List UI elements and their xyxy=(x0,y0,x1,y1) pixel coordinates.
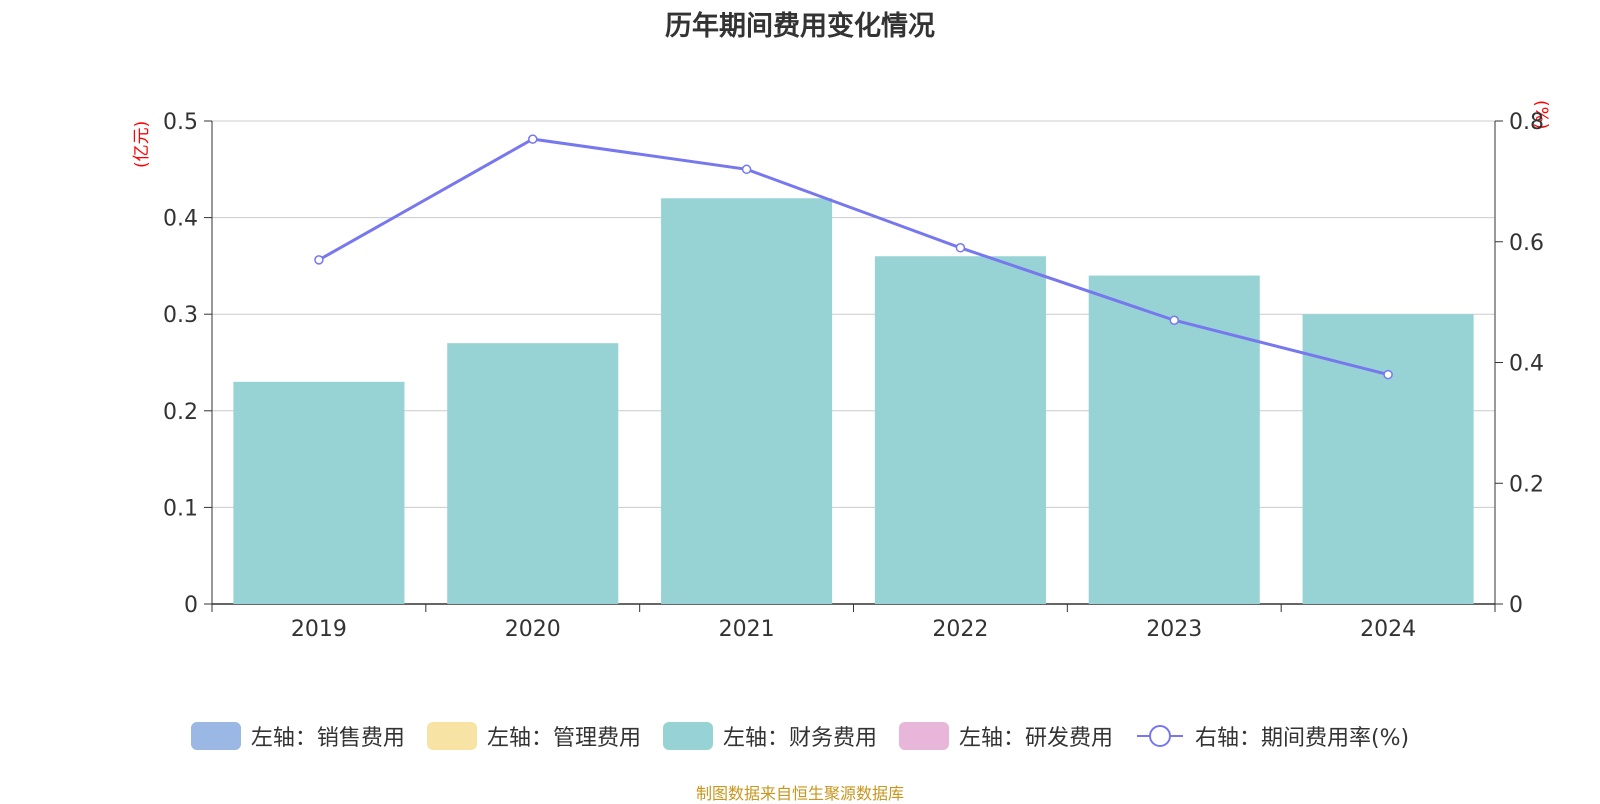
chart-plot: 0 0.1 0.2 0.3 0.4 0.5 0 0.2 0.4 0.6 0.8 2019 2020 202… xyxy=(163,110,1544,642)
legend-swatch xyxy=(426,722,477,750)
rate-point-2021 xyxy=(741,164,752,175)
legend-label: 左轴：管理费用 xyxy=(486,726,641,751)
rate-line xyxy=(318,137,1389,377)
bar-2019 xyxy=(233,381,405,604)
legend-item[interactable]: 右轴：期间费用率(%) xyxy=(1135,720,1409,752)
legend-label: 右轴：期间费用率(%) xyxy=(1194,726,1410,751)
legend-label: 左轴：研发费用 xyxy=(958,726,1113,751)
rate-point-2024 xyxy=(1383,369,1393,380)
x-axis-tick-label: 2021 xyxy=(719,617,775,642)
left-axis-tick-label: 0.2 xyxy=(163,400,198,425)
legend-line-swatch xyxy=(1136,725,1183,747)
legend-item[interactable]: 左轴：研发费用 xyxy=(898,720,1113,752)
rate-point-2020 xyxy=(528,134,538,144)
legend-swatch xyxy=(190,722,241,750)
right-axis-tick-label: 0.6 xyxy=(1509,231,1544,256)
x-axis-tick-label: 2019 xyxy=(291,617,347,642)
x-axis-tick-label: 2023 xyxy=(1146,617,1202,642)
bar-2023 xyxy=(1088,275,1260,604)
chart-title: 历年期间费用变化情况 xyxy=(665,11,935,42)
left-axis-tick-label: 0.4 xyxy=(163,207,198,232)
right-axis-tick-label: 0.2 xyxy=(1509,472,1544,497)
legend-swatch xyxy=(662,722,713,750)
rate-point-2023 xyxy=(1169,315,1179,325)
x-axis-tick-label: 2020 xyxy=(505,617,561,642)
x-axis-tick-label: 2024 xyxy=(1360,617,1416,642)
legend-item[interactable]: 左轴：管理费用 xyxy=(426,720,641,752)
data-source-note: 制图数据来自恒生聚源数据库 xyxy=(695,784,904,803)
left-axis-tick-label: 0.5 xyxy=(163,110,198,135)
left-axis-tick-label: 0 xyxy=(184,593,198,618)
legend-item[interactable]: 左轴：财务费用 xyxy=(662,720,877,752)
legend-swatch xyxy=(898,722,949,750)
right-axis-tick-label: 0.8 xyxy=(1509,110,1544,135)
left-axis-tick-label: 0.1 xyxy=(163,496,198,521)
right-axis-tick-label: 0 xyxy=(1509,593,1523,618)
legend-label: 左轴：财务费用 xyxy=(722,726,877,751)
chart-legend: 左轴：销售费用 左轴：管理费用 左轴：财务费用 左轴：研发费用 右轴：期间费用率(%) xyxy=(0,720,1600,752)
left-axis-tick-label: 0.3 xyxy=(163,303,198,328)
x-axis-tick-label: 2022 xyxy=(932,617,988,642)
bar-2022 xyxy=(874,256,1046,604)
rate-point-2022 xyxy=(955,243,966,253)
right-axis-tick-label: 0.4 xyxy=(1509,352,1544,377)
bar-2020 xyxy=(447,343,619,604)
bar-2021 xyxy=(661,198,833,604)
legend-label: 左轴：销售费用 xyxy=(250,726,405,751)
rate-point-2019 xyxy=(314,255,324,265)
legend-item[interactable]: 左轴：销售费用 xyxy=(190,720,405,752)
bar-2024 xyxy=(1302,314,1474,604)
